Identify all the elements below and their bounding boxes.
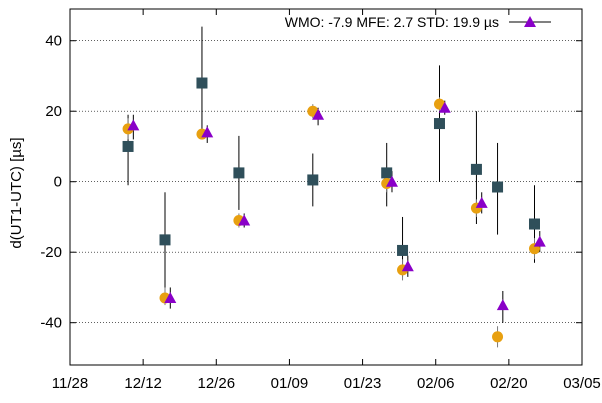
plot-frame xyxy=(69,8,583,366)
y-axis-title: d(UT1-UTC) [µs] xyxy=(8,137,25,248)
square-marker xyxy=(159,234,171,246)
legend-triangle-marker xyxy=(524,16,536,27)
circle-marker xyxy=(492,331,504,343)
y-tick-label: 20 xyxy=(45,103,62,120)
triangle-marker xyxy=(385,175,398,187)
x-tick-label: 03/05 xyxy=(563,375,601,392)
data-markers xyxy=(122,77,546,343)
x-tick-label: 01/23 xyxy=(344,375,382,392)
square-marker xyxy=(122,140,134,152)
triangle-marker xyxy=(438,101,451,113)
square-marker xyxy=(307,174,319,186)
error-bars xyxy=(127,26,541,348)
x-tick-label: 12/26 xyxy=(198,375,236,392)
x-tick-label: 02/20 xyxy=(490,375,528,392)
square-marker xyxy=(196,77,208,89)
x-tick-label: 01/09 xyxy=(271,375,309,392)
axis-ticks xyxy=(69,9,583,365)
triangle-marker xyxy=(238,214,251,226)
triangle-marker xyxy=(496,299,509,311)
x-tick-label: 02/06 xyxy=(417,375,455,392)
square-marker xyxy=(470,163,482,175)
triangle-marker xyxy=(164,292,177,304)
y-tick-label: -40 xyxy=(40,315,62,332)
legend: WMO: -7.9 MFE: 2.7 STD: 19.9 µs xyxy=(285,14,551,30)
x-tick-label: 12/12 xyxy=(124,375,162,392)
y-tick-label: 40 xyxy=(45,33,62,50)
triangle-marker xyxy=(401,260,414,272)
tick-labels: -40 -20 0 20 40 11/28 12/12 12/26 01/09 01/23 02/0… xyxy=(40,33,600,392)
triangle-marker xyxy=(475,196,488,208)
y-tick-label: -20 xyxy=(40,244,62,261)
y-tick-label: 0 xyxy=(54,174,62,191)
square-marker xyxy=(233,167,245,179)
x-tick-label: 11/28 xyxy=(52,375,88,392)
triangle-marker xyxy=(127,119,140,131)
square-marker xyxy=(397,244,409,256)
square-marker xyxy=(492,181,504,193)
square-marker xyxy=(528,218,540,230)
triangle-marker xyxy=(201,126,214,138)
square-marker xyxy=(381,167,393,179)
triangle-marker xyxy=(533,235,546,247)
triangle-marker xyxy=(312,108,325,120)
legend-label: WMO: -7.9 MFE: 2.7 STD: 19.9 µs xyxy=(285,14,499,30)
grid xyxy=(70,40,582,324)
square-marker xyxy=(433,118,445,130)
